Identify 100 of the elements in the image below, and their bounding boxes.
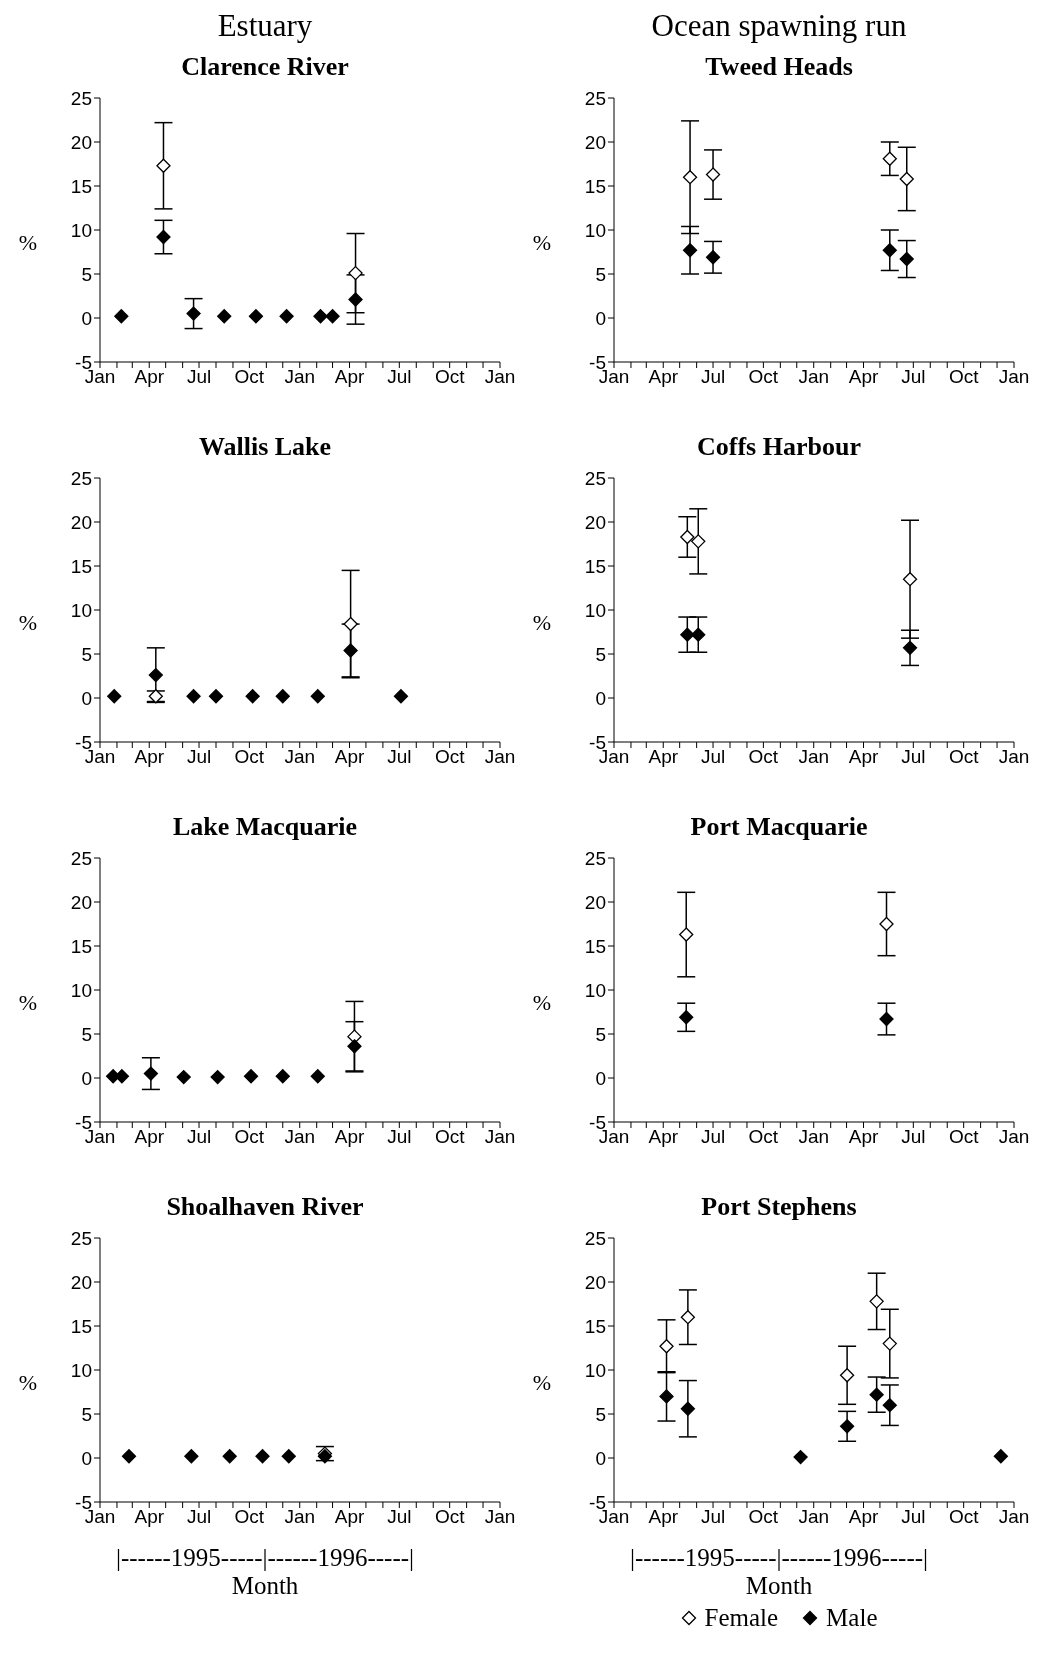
x-tick-label: Jan (484, 746, 516, 768)
point (310, 1069, 325, 1084)
y-tick-label: 20 (70, 1271, 92, 1293)
chart-title: Lake Macquarie (172, 812, 358, 843)
y-tick-label: 10 (584, 599, 606, 621)
point (176, 1069, 191, 1085)
x-tick-label: Jul (387, 1506, 412, 1528)
y-tick-label: 5 (81, 643, 92, 665)
text: |------1995-----|------1996-----| (115, 1544, 415, 1572)
x-tick-label: Oct (748, 366, 779, 388)
y-tick-label: 15 (70, 555, 92, 577)
y-tick-label: 15 (584, 555, 606, 577)
x-tick-label: Oct (948, 746, 980, 768)
point (679, 927, 694, 942)
x-tick-label: Jan (798, 366, 830, 388)
x-tick-label: Jul (700, 1126, 726, 1148)
x-tick-label: Jul (186, 1126, 212, 1148)
x-tick-label: Oct (434, 1126, 466, 1148)
y-tick-label: 10 (70, 599, 92, 621)
y-tick-label: 0 (595, 1447, 606, 1469)
x-tick-label: Apr (848, 746, 879, 768)
point (882, 1398, 897, 1413)
x-tick-label: Apr (648, 746, 679, 768)
y-tick-label: 5 (595, 1023, 606, 1045)
x-tick-label: Apr (334, 1506, 365, 1528)
point (902, 572, 918, 587)
y-tick-label: 0 (81, 307, 92, 329)
x-axis-title: Month (745, 1572, 813, 1600)
y-tick-label: 25 (584, 1227, 606, 1249)
y-tick-label: 5 (595, 1403, 606, 1425)
x-tick-label: Jan (998, 1506, 1030, 1528)
point (793, 1449, 808, 1465)
x-tick-label: Apr (848, 366, 879, 388)
x-tick-label: Oct (948, 1126, 980, 1148)
point (114, 309, 129, 324)
y-tick-label: 15 (70, 1315, 92, 1337)
x-tick-label: Oct (234, 1126, 265, 1148)
x-tick-label: Jan (284, 366, 316, 388)
point (993, 1449, 1009, 1464)
point (348, 265, 363, 281)
point (691, 534, 706, 549)
point (679, 1010, 694, 1025)
point (691, 627, 706, 642)
x-tick-label: Jul (186, 746, 212, 768)
point (217, 309, 232, 324)
x-tick-label: Apr (648, 1126, 679, 1148)
y-tick-label: 0 (81, 1067, 92, 1089)
legend-label: Female (704, 1604, 779, 1632)
point (680, 627, 695, 642)
point (186, 306, 201, 321)
x-tick-label: Jul (700, 1506, 726, 1528)
x-tick-label: Oct (234, 746, 265, 768)
point (659, 1389, 674, 1404)
text: Estuary (217, 8, 313, 45)
point (279, 309, 294, 324)
x-tick-label: Oct (434, 366, 466, 388)
x-tick-label: Jul (700, 366, 726, 388)
x-tick-label: Apr (134, 746, 165, 768)
x-axis-title: Month (231, 1572, 299, 1600)
x-tick-label: Jul (901, 1126, 926, 1148)
point (156, 229, 171, 245)
y-tick-label: 0 (595, 687, 606, 709)
point (869, 1294, 884, 1309)
point (343, 616, 358, 632)
x-tick-label: Jan (484, 366, 516, 388)
x-tick-label: Oct (234, 366, 265, 388)
x-tick-label: Jan (998, 366, 1030, 388)
point (275, 1069, 290, 1084)
x-tick-label: Oct (948, 1506, 980, 1528)
chart-title: Tweed Heads (705, 52, 853, 83)
point (310, 689, 325, 704)
point (882, 1336, 897, 1351)
x-tick-label: Jan (284, 1506, 316, 1528)
y-axis-title: % (17, 1370, 39, 1396)
y-tick-label: 20 (584, 1271, 606, 1293)
point (107, 689, 122, 704)
x-tick-label: Jul (901, 1506, 926, 1528)
x-tick-label: Apr (848, 1506, 879, 1528)
y-tick-label: 0 (595, 1067, 606, 1089)
point (902, 640, 918, 655)
y-tick-label: 20 (584, 511, 606, 533)
chart-title: Clarence River (181, 52, 349, 83)
point (682, 243, 698, 258)
x-tick-label: Apr (334, 746, 365, 768)
x-tick-label: Apr (848, 1126, 879, 1148)
x-tick-label: Oct (748, 746, 779, 768)
point (156, 158, 171, 173)
point (882, 151, 897, 166)
x-tick-label: Oct (434, 746, 466, 768)
y-tick-label: 15 (70, 935, 92, 957)
text: |------1995-----|------1996-----| (629, 1544, 929, 1572)
y-tick-label: 5 (81, 1023, 92, 1045)
chart-title: Port Macquarie (690, 812, 868, 843)
y-axis-title: % (531, 230, 553, 256)
chart-title: Coffs Harbour (697, 432, 861, 463)
y-axis-title: % (17, 990, 39, 1016)
x-tick-label: Jan (798, 1506, 830, 1528)
y-tick-label: 15 (584, 175, 606, 197)
point (325, 309, 340, 324)
y-tick-label: 5 (81, 263, 92, 285)
